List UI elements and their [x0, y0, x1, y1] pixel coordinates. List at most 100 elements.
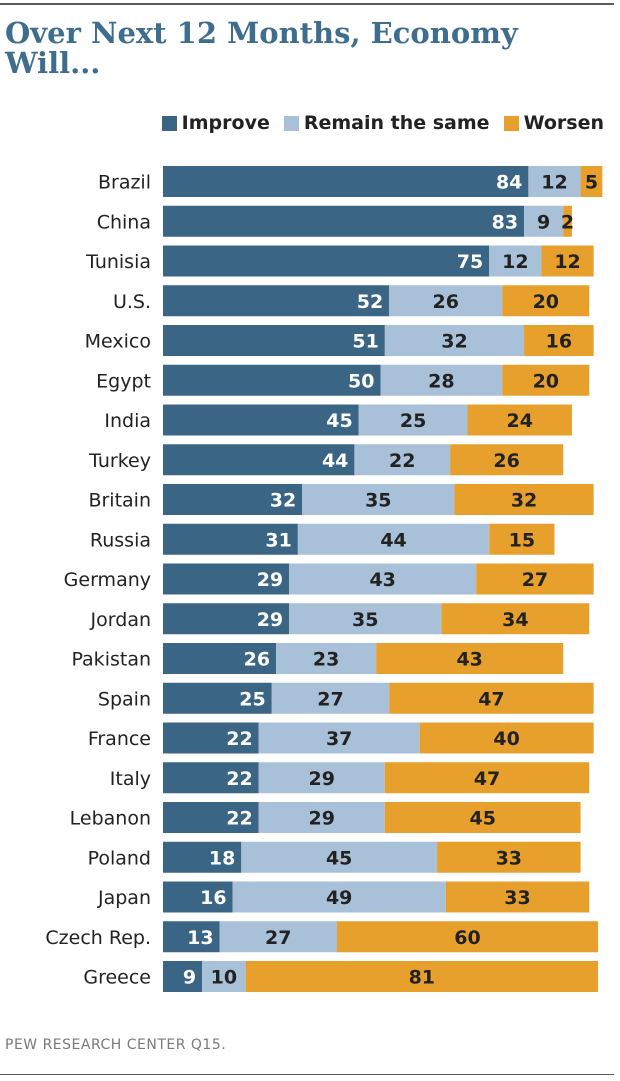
category-label-brazil: Brazil [98, 172, 151, 194]
bar-improve-tunisia [163, 245, 490, 277]
bar-worsen-britain [454, 484, 594, 515]
top-rule [0, 3, 614, 5]
value-label-improve-pakistan: 26 [244, 649, 270, 671]
category-label-pakistan: Pakistan [71, 649, 151, 671]
value-label-remain-the-same-turkey: 22 [389, 450, 415, 472]
value-label-remain-the-same-brazil: 12 [541, 172, 567, 194]
value-label-improve-turkey: 44 [322, 450, 348, 472]
legend-label-improve: Improve [181, 112, 270, 134]
category-label-france: France [88, 728, 151, 750]
bar-improve-greece [163, 961, 203, 992]
bar-worsen-tunisia [541, 245, 594, 277]
value-label-worsen-jordan: 34 [502, 609, 528, 631]
value-label-worsen-u-s: 20 [533, 291, 559, 313]
value-label-improve-russia: 31 [265, 529, 291, 551]
category-label-jordan: Jordan [90, 609, 151, 631]
bar-worsen-mexico [524, 325, 594, 356]
value-label-remain-the-same-egypt: 28 [428, 370, 454, 392]
bar-improve-lebanon [163, 802, 259, 833]
bar-remain-the-same-china [524, 205, 564, 237]
bar-worsen-egypt [502, 364, 590, 396]
value-label-improve-greece: 9 [183, 967, 196, 989]
value-label-remain-the-same-u-s: 26 [433, 291, 459, 313]
bar-improve-italy [163, 762, 259, 794]
value-label-worsen-pakistan: 43 [456, 649, 482, 671]
value-label-remain-the-same-tunisia: 12 [502, 251, 528, 273]
bar-remain-the-same-mexico [384, 325, 525, 356]
bar-worsen-japan [445, 881, 590, 913]
bar-remain-the-same-germany [289, 563, 477, 595]
value-label-improve-czech-rep: 13 [187, 927, 213, 949]
bar-remain-the-same-u-s [389, 285, 503, 317]
bar-remain-the-same-czech-rep [219, 921, 337, 953]
value-label-improve-france: 22 [226, 728, 252, 750]
bar-remain-the-same-greece [202, 961, 246, 992]
category-label-india: India [104, 410, 151, 432]
value-label-worsen-czech-rep: 60 [454, 927, 480, 949]
bar-remain-the-same-poland [241, 841, 438, 873]
bar-improve-poland [163, 841, 242, 873]
bar-improve-turkey [163, 444, 355, 476]
value-label-remain-the-same-germany: 43 [369, 569, 395, 591]
bar-improve-india [163, 404, 359, 436]
value-label-remain-the-same-mexico: 32 [441, 331, 467, 353]
bar-improve-china [163, 205, 525, 237]
bar-worsen-czech-rep [337, 921, 598, 953]
value-label-improve-mexico: 51 [352, 331, 378, 353]
value-label-remain-the-same-italy: 29 [309, 768, 335, 790]
legend: Improve Remain the same Worsen [161, 112, 604, 134]
bar-remain-the-same-france [258, 722, 420, 754]
bar-remain-the-same-italy [258, 762, 385, 794]
bar-worsen-italy [384, 762, 590, 794]
value-label-remain-the-same-spain: 27 [317, 688, 343, 710]
bar-improve-spain [163, 682, 272, 714]
bar-improve-egypt [163, 364, 381, 396]
value-label-improve-germany: 29 [257, 569, 283, 591]
bottom-rule [0, 1074, 614, 1075]
value-label-improve-lebanon: 22 [226, 808, 252, 830]
value-label-improve-u-s: 52 [357, 291, 383, 313]
bar-improve-brazil [163, 166, 529, 197]
value-label-worsen-japan: 33 [504, 887, 530, 909]
category-label-china: China [97, 211, 151, 233]
value-label-worsen-britain: 32 [511, 490, 537, 512]
category-label-germany: Germany [64, 569, 151, 591]
value-label-worsen-india: 24 [506, 410, 532, 432]
bar-worsen-brazil [580, 166, 603, 197]
value-label-worsen-turkey: 26 [493, 450, 519, 472]
bar-remain-the-same-india [358, 404, 468, 436]
value-label-worsen-brazil: 5 [585, 172, 598, 194]
value-label-worsen-china: 2 [561, 211, 574, 233]
legend-swatch-worsen [503, 115, 519, 131]
legend-item-remain-the-same: Remain the same [283, 112, 490, 134]
legend-item-worsen: Worsen [503, 112, 604, 134]
value-label-remain-the-same-czech-rep: 27 [265, 927, 291, 949]
bar-remain-the-same-russia [297, 523, 490, 555]
value-label-improve-china: 83 [492, 211, 518, 233]
value-label-improve-britain: 32 [270, 490, 296, 512]
bar-improve-pakistan [163, 643, 277, 674]
bar-worsen-germany [476, 563, 594, 595]
value-label-remain-the-same-pakistan: 23 [313, 649, 339, 671]
value-label-worsen-tunisia: 12 [554, 251, 580, 273]
bar-worsen-poland [437, 841, 581, 873]
value-label-remain-the-same-russia: 44 [380, 529, 406, 551]
category-label-spain: Spain [98, 688, 151, 710]
value-label-improve-brazil: 84 [496, 172, 522, 194]
category-label-egypt: Egypt [96, 370, 151, 392]
bar-worsen-france [419, 722, 594, 754]
category-label-greece: Greece [83, 967, 151, 989]
value-label-worsen-russia: 15 [509, 529, 535, 551]
value-label-remain-the-same-poland: 45 [326, 847, 352, 869]
value-label-remain-the-same-france: 37 [326, 728, 352, 750]
bar-worsen-jordan [441, 603, 590, 635]
bar-worsen-turkey [450, 444, 564, 476]
category-label-lebanon: Lebanon [70, 808, 151, 830]
bar-remain-the-same-japan [232, 881, 446, 913]
bar-remain-the-same-lebanon [258, 802, 385, 833]
value-label-remain-the-same-jordan: 35 [352, 609, 378, 631]
bar-remain-the-same-britain [302, 484, 455, 515]
value-label-worsen-lebanon: 45 [469, 808, 495, 830]
chart-title: Over Next 12 Months, Economy Will... [5, 16, 518, 80]
